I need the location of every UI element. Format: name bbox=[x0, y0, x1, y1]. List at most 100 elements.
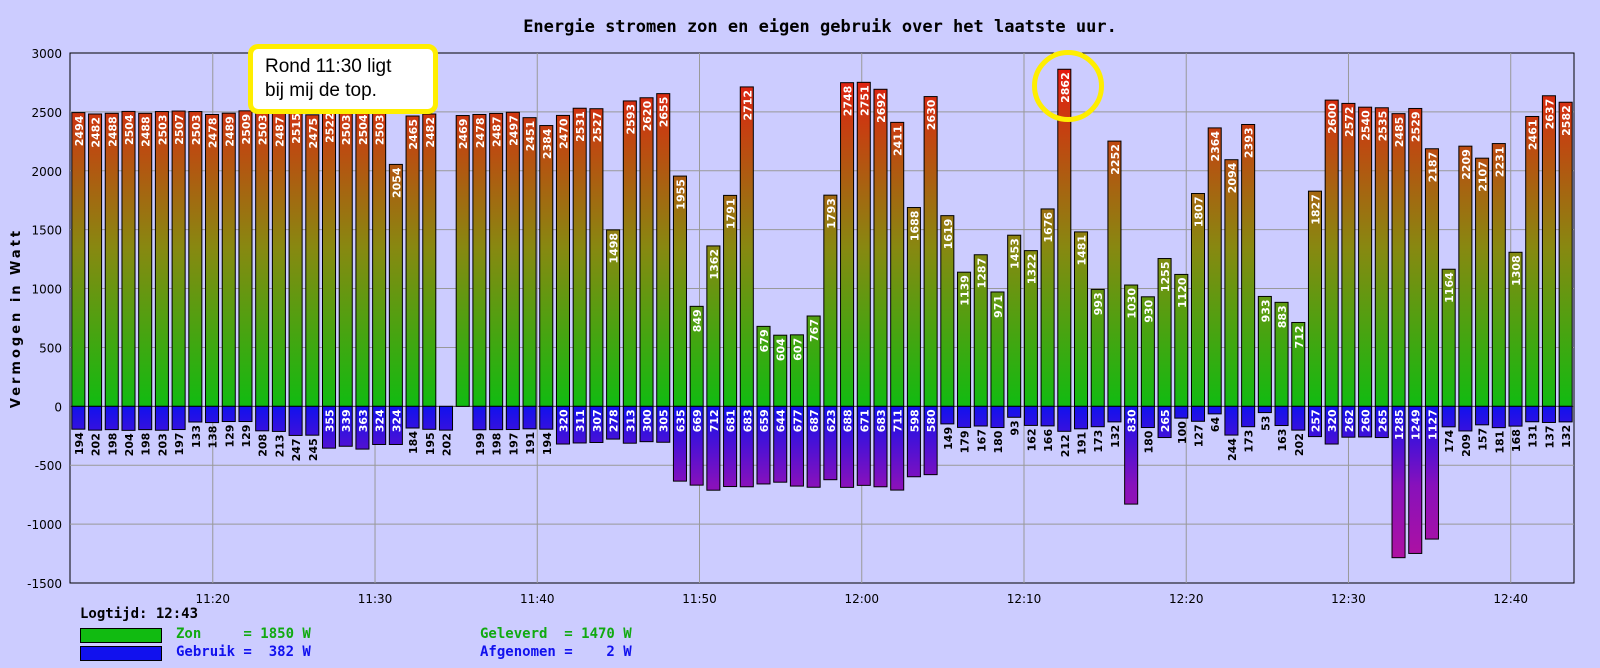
bar-gebruik bbox=[1074, 405, 1089, 430]
bar-gebruik bbox=[1374, 405, 1389, 439]
bar-label-zon: 2503 bbox=[340, 115, 353, 146]
bar-gebruik bbox=[1307, 405, 1322, 438]
bar-label-gebruik: 202 bbox=[1293, 433, 1306, 456]
bar-label-gebruik: 324 bbox=[374, 409, 387, 432]
bar-label-gebruik: 635 bbox=[674, 409, 687, 432]
bar-label-zon: 679 bbox=[758, 329, 771, 352]
bar-gebruik bbox=[71, 405, 86, 430]
bar-label-gebruik: 671 bbox=[858, 409, 871, 432]
bar-label-zon: 2475 bbox=[307, 118, 320, 149]
bar-label-zon: 993 bbox=[1092, 292, 1105, 315]
bar-label-zon: 930 bbox=[1142, 299, 1155, 322]
bar-label-zon: 2504 bbox=[357, 114, 370, 145]
bar-gebruik bbox=[1207, 405, 1222, 415]
bar-label-zon: 1955 bbox=[674, 179, 687, 210]
bar-zon bbox=[1424, 148, 1439, 407]
bar-label-gebruik: 311 bbox=[574, 409, 587, 432]
bar-gebruik bbox=[1291, 405, 1306, 431]
bar-label-gebruik: 100 bbox=[1176, 421, 1189, 444]
bar-label-gebruik: 195 bbox=[424, 432, 437, 455]
bar-label-zon: 2054 bbox=[390, 167, 403, 198]
x-tick-label: 12:00 bbox=[844, 592, 879, 606]
bar-label-gebruik: 168 bbox=[1510, 429, 1523, 452]
bar-gebruik bbox=[1441, 405, 1456, 428]
legend-gebruik: Gebruik = 382 W bbox=[176, 644, 311, 660]
bar-zon bbox=[1358, 106, 1373, 407]
bar-label-zon: 2497 bbox=[507, 115, 520, 146]
bar-label-zon: 2478 bbox=[474, 117, 487, 148]
bar-label-zon: 1793 bbox=[825, 198, 838, 229]
bar-label-gebruik: 339 bbox=[340, 409, 353, 432]
bar-label-gebruik: 198 bbox=[106, 433, 119, 456]
bar-gebruik bbox=[856, 405, 871, 486]
bar-gebruik bbox=[188, 405, 203, 423]
y-tick-label: 0 bbox=[54, 400, 62, 414]
bar-label-gebruik: 320 bbox=[1326, 409, 1339, 432]
bar-label-zon: 1030 bbox=[1126, 288, 1139, 319]
bar-gebruik bbox=[773, 405, 788, 483]
bar-label-zon: 2507 bbox=[173, 114, 186, 145]
bar-zon bbox=[539, 125, 554, 407]
bar-label-gebruik: 162 bbox=[1025, 428, 1038, 451]
bar-label-zon: 2187 bbox=[1426, 152, 1439, 183]
bar-zon bbox=[205, 113, 220, 407]
bar-label-gebruik: 212 bbox=[1059, 434, 1072, 457]
bar-label-gebruik: 300 bbox=[641, 409, 654, 432]
bar-gebruik bbox=[1424, 405, 1439, 540]
bar-label-zon: 2451 bbox=[524, 121, 537, 152]
bar-zon bbox=[1224, 159, 1239, 407]
bar-label-gebruik: 320 bbox=[557, 409, 570, 432]
bar-label-gebruik: 127 bbox=[1193, 424, 1206, 447]
bar-gebruik bbox=[1224, 405, 1239, 436]
bar-label-zon: 971 bbox=[992, 295, 1005, 318]
bar-gebruik bbox=[639, 405, 654, 443]
bar-label-gebruik: 208 bbox=[257, 434, 270, 457]
bar-gebruik bbox=[873, 405, 888, 488]
bar-label-gebruik: 324 bbox=[390, 409, 403, 432]
bar-zon bbox=[138, 112, 153, 407]
bar-label-zon: 2529 bbox=[1410, 111, 1423, 142]
bar-gebruik bbox=[422, 405, 437, 430]
bar-label-zon: 2107 bbox=[1477, 161, 1490, 192]
bar-label-gebruik: 307 bbox=[591, 409, 604, 432]
bar-label-gebruik: 133 bbox=[190, 425, 203, 448]
axes-group: 3000 2500 2000 1500 1000 500 0 -500 -1000 -1500 11… bbox=[27, 47, 1528, 606]
bar-gebruik bbox=[1107, 405, 1122, 423]
bar-gebruik bbox=[906, 405, 921, 478]
bar-label-zon: 2503 bbox=[190, 115, 203, 146]
bar-label-zon: 607 bbox=[791, 338, 804, 361]
bar-zon bbox=[71, 112, 86, 407]
bar-gebruik bbox=[1274, 405, 1289, 427]
x-tick-label: 11:50 bbox=[682, 592, 717, 606]
zon-swatch bbox=[80, 628, 162, 643]
bar-gebruik bbox=[923, 405, 938, 476]
bar-zon bbox=[271, 112, 286, 407]
bar-gebruik bbox=[689, 405, 704, 486]
bar-gebruik bbox=[840, 405, 855, 488]
bar-label-gebruik: 202 bbox=[90, 433, 103, 456]
bar-label-gebruik: 184 bbox=[407, 431, 420, 454]
bar-gebruik bbox=[338, 405, 353, 447]
bar-gebruik bbox=[1023, 405, 1038, 426]
bar-label-zon: 2522 bbox=[324, 112, 337, 143]
bar-label-zon: 1362 bbox=[708, 249, 721, 280]
bar-label-zon: 1676 bbox=[1042, 212, 1055, 243]
bar-gebruik bbox=[489, 405, 504, 431]
bar-zon bbox=[489, 112, 504, 407]
bar-label-zon: 2209 bbox=[1460, 149, 1473, 180]
bar-gebruik bbox=[1057, 405, 1072, 432]
bar-label-gebruik: 247 bbox=[290, 438, 303, 461]
bar-gebruik bbox=[288, 405, 303, 436]
legend-zon: Zon = 1850 W bbox=[176, 626, 311, 642]
bar-gebruik bbox=[806, 405, 821, 488]
x-tick-label: 11:40 bbox=[520, 592, 555, 606]
bar-gebruik bbox=[505, 405, 520, 431]
bar-label-gebruik: 202 bbox=[441, 433, 454, 456]
bar-label-zon: 767 bbox=[808, 319, 821, 342]
bar-label-gebruik: 93 bbox=[1009, 420, 1022, 435]
bars-group: 2494194248220224881982504204248819825032… bbox=[71, 68, 1573, 559]
bar-zon bbox=[1475, 157, 1490, 407]
bar-label-gebruik: 194 bbox=[73, 432, 86, 455]
bar-gebruik bbox=[1040, 405, 1055, 427]
bar-label-zon: 1164 bbox=[1443, 272, 1456, 303]
